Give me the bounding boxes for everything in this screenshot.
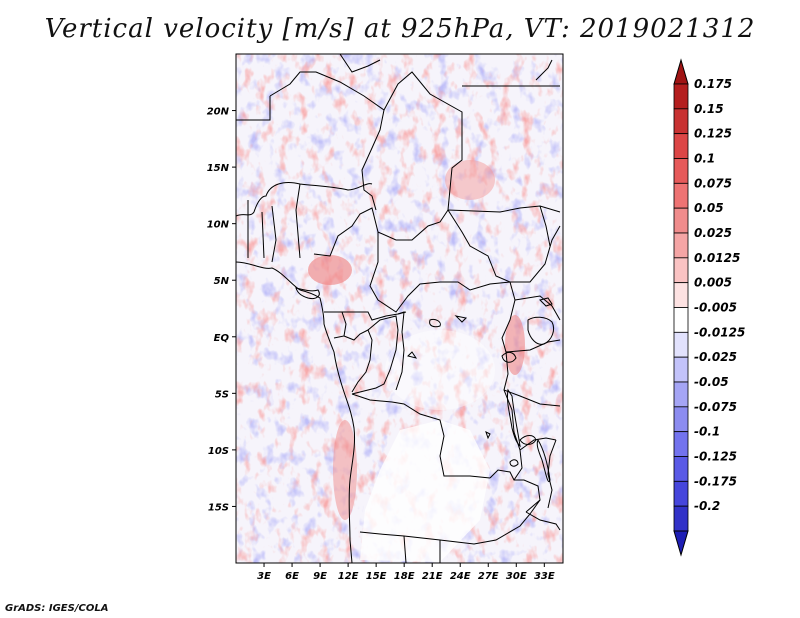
colorbar-label: 0.005 — [694, 276, 732, 290]
lat-tick-label: 15N — [207, 163, 230, 174]
lon-tick-label: 18E — [394, 571, 415, 582]
colorbar: 0.175 0.15 0.125 0.1 0.075 0.05 0.025 0.0125 0.0… — [673, 58, 745, 557]
colorbar-swatch — [673, 83, 689, 110]
colorbar-label: 0.075 — [694, 176, 732, 190]
colorbar-swatch — [673, 182, 689, 209]
lat-tick-label: EQ — [214, 333, 230, 344]
colorbar-label: -0.175 — [694, 474, 737, 488]
lon-tick-label: 30E — [506, 571, 527, 582]
lat-tick-label: 5N — [214, 276, 230, 287]
lat-tick-label: 10N — [207, 220, 230, 231]
country-boundaries — [236, 54, 561, 563]
colorbar-top-arrow — [673, 58, 689, 85]
lon-tick-label: 21E — [422, 571, 443, 582]
colorbar-label: -0.005 — [694, 301, 737, 315]
colorbar-swatch — [673, 133, 689, 159]
lon-tick-label: 24E — [450, 571, 471, 582]
colorbar-swatch — [673, 505, 689, 532]
colorbar-swatch — [673, 158, 689, 184]
colorbar-swatch — [673, 480, 689, 507]
map-frame — [235, 53, 564, 564]
colorbar-label: 0.125 — [694, 127, 732, 141]
colorbar-label: -0.025 — [694, 350, 737, 364]
colorbar-swatch — [673, 282, 689, 308]
lat-tick-label: 5S — [215, 389, 229, 400]
colorbar-swatch — [673, 232, 689, 259]
colorbar-label: 0.0125 — [694, 251, 740, 265]
colorbar-label: 0.1 — [694, 152, 715, 166]
colorbar-swatch — [673, 356, 689, 383]
colorbar-label: 0.05 — [694, 201, 724, 215]
colorbar-label: 0.175 — [694, 77, 732, 91]
colorbar-label: -0.075 — [694, 400, 737, 414]
lon-tick-label: 9E — [313, 571, 327, 582]
lon-tick-label: 33E — [534, 571, 555, 582]
lat-tick-label: 10S — [208, 446, 229, 457]
colorbar-swatch — [673, 381, 689, 408]
colorbar-label: 0.025 — [694, 226, 732, 240]
vertical-velocity-field — [236, 54, 563, 563]
colorbar-swatch — [673, 406, 689, 433]
colorbar-bottom-arrow — [673, 530, 689, 557]
lon-tick-label: 12E — [338, 571, 359, 582]
lon-tick-label: 27E — [478, 571, 499, 582]
colorbar-label: -0.0125 — [694, 325, 745, 339]
colorbar-swatch — [673, 456, 689, 482]
colorbar-swatch — [673, 257, 689, 284]
colorbar-label: 0.15 — [694, 102, 724, 116]
lon-tick-label: 15E — [366, 571, 387, 582]
lat-tick-label: 20N — [207, 107, 230, 118]
lat-tick-label: 15S — [208, 502, 229, 513]
colorbar-swatch — [673, 331, 689, 358]
colorbar-label: -0.125 — [694, 450, 737, 464]
colorbar-swatch — [673, 431, 689, 457]
grads-credit: GrADS: IGES/COLA — [5, 603, 109, 614]
lon-tick-label: 6E — [285, 571, 299, 582]
axis-ticks: 20N 15N 10N 5N EQ 5S 10S 15S 3E 6E 9E 12E 15E 18E 21E 2… — [207, 107, 555, 582]
colorbar-label: -0.2 — [694, 499, 720, 513]
lon-tick-label: 3E — [257, 571, 271, 582]
colorbar-swatch — [673, 207, 689, 234]
colorbar-label: -0.05 — [694, 375, 729, 389]
colorbar-swatch — [673, 307, 689, 333]
colorbar-swatch — [673, 108, 689, 135]
colorbar-label: -0.1 — [694, 425, 720, 439]
map-title: Vertical velocity [m/s] at 925hPa, VT: 2… — [44, 14, 756, 44]
